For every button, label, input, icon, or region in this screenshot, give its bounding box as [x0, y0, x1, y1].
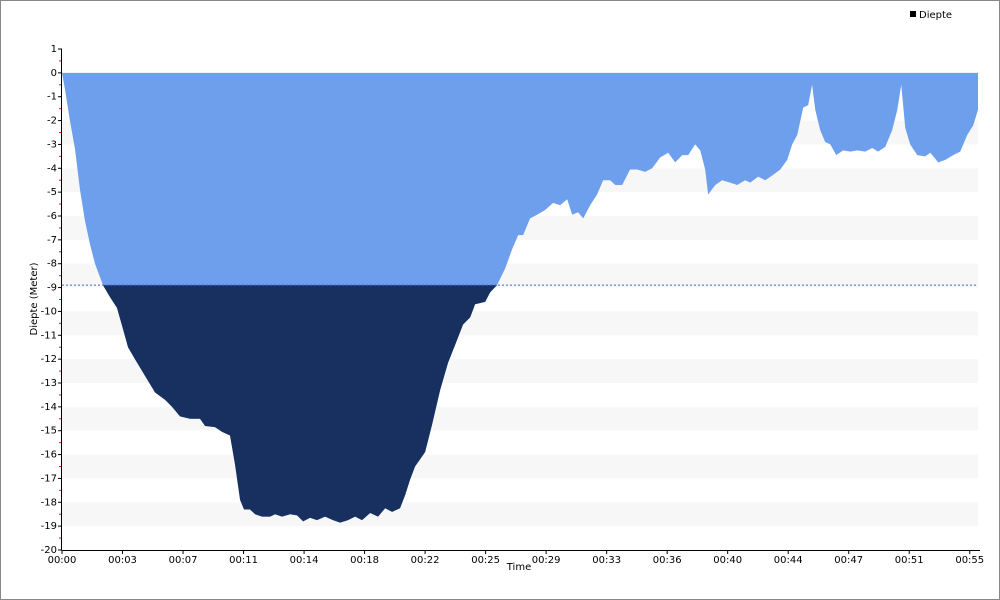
y-tick-label: -1 — [47, 92, 57, 103]
x-tick-label: 00:00 — [48, 555, 77, 566]
y-tick-label: -7 — [47, 235, 57, 246]
legend-label: Diepte — [919, 10, 952, 21]
y-tick-label: -13 — [41, 378, 57, 389]
band — [62, 454, 978, 479]
x-tick-label: 00:47 — [834, 555, 863, 566]
y-tick-label: 0 — [51, 68, 57, 79]
x-tick-label: 00:55 — [955, 555, 984, 566]
y-tick-label: -5 — [47, 187, 57, 198]
y-axis-title: Diepte (Meter) — [29, 262, 40, 335]
y-tick-label: -6 — [47, 211, 57, 222]
x-tick-label: 00:07 — [169, 555, 198, 566]
y-tick-label: -2 — [47, 116, 57, 127]
y-tick-label: 1 — [51, 44, 57, 55]
y-tick-label: -3 — [47, 139, 57, 150]
legend-marker — [910, 11, 916, 17]
x-tick-label: 00:03 — [108, 555, 137, 566]
area-below-reference — [102, 285, 498, 523]
x-tick-label: 00:51 — [895, 555, 924, 566]
y-tick-label: -15 — [41, 426, 57, 437]
x-tick-label: 00:33 — [592, 555, 621, 566]
y-tick-label: -17 — [41, 473, 57, 484]
y-tick-label: -8 — [47, 259, 57, 270]
y-tick-label: -10 — [41, 306, 57, 317]
x-tick-label: 00:18 — [350, 555, 379, 566]
y-tick-label: -12 — [41, 354, 57, 365]
y-tick-label: -14 — [41, 402, 57, 413]
y-tick-label: -4 — [47, 163, 57, 174]
x-tick-label: 00:40 — [713, 555, 742, 566]
x-tick-label: 00:11 — [229, 555, 258, 566]
x-tick-label: 00:44 — [774, 555, 803, 566]
x-tick-label: 00:14 — [290, 555, 319, 566]
y-tick-label: -11 — [41, 330, 57, 341]
x-tick-label: 00:36 — [653, 555, 682, 566]
y-tick-label: -16 — [41, 450, 57, 461]
y-tick-label: -18 — [41, 497, 57, 508]
x-tick-label: 00:29 — [532, 555, 561, 566]
x-tick-label: 00:25 — [471, 555, 500, 566]
band — [62, 502, 978, 527]
x-axis-title: Time — [506, 562, 531, 573]
y-tick-label: -19 — [41, 521, 57, 532]
y-tick-label: -20 — [41, 545, 57, 556]
x-tick-label: 00:22 — [411, 555, 440, 566]
y-tick-label: -9 — [47, 283, 57, 294]
